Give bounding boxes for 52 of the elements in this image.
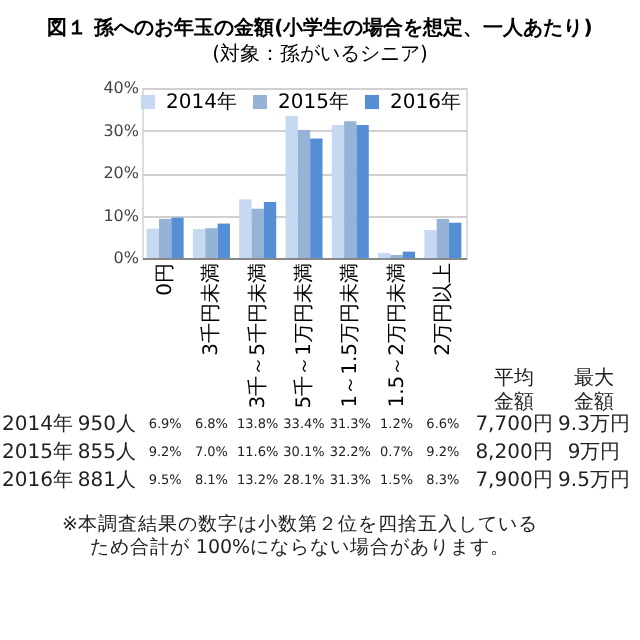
x-tick-label: 1～1.5万円未満 [338,263,363,408]
x-tick-label: 5千～1万円未満 [292,263,316,409]
bar [239,199,252,258]
bar [158,218,172,258]
text: 950人 [77,414,136,436]
x-tick-label: 2万円以上 [430,263,455,356]
text: 7,900円 [475,470,553,492]
bar [449,222,462,258]
text: 9万円 [567,442,621,464]
x-tick-label: 3千円未満 [199,263,224,356]
text: 8,200円 [475,442,553,464]
text: 855人 [77,442,136,464]
bar [146,228,159,258]
legend-label: 2016年 [390,90,461,114]
bar [251,208,264,258]
bar [436,218,450,258]
bar [424,229,437,258]
legend-label: 2015年 [278,90,349,114]
y-tick-label: 20% [103,164,140,182]
bar [205,228,218,258]
text: 7,700円 [475,414,553,436]
bar [285,116,298,258]
text: 9.5万円 [558,470,630,492]
text: ※本調査結果の数字は小数第２位を四捨五入しているため合計が 100%にならない場合があります。 [62,512,538,559]
y-tick-label: 10% [103,206,140,225]
text: 881人 [77,470,136,492]
bar [263,201,277,258]
bar [331,124,345,258]
bar [356,124,369,258]
legend-label: 2014年 [166,90,237,114]
bar [192,229,206,258]
text: 2015年 [2,442,73,464]
y-tick-label: 40% [103,79,140,97]
text: 2014年 [2,414,73,436]
y-tick-label: 0% [113,249,140,267]
text: 平均金額 [494,366,534,414]
text: 最大金額 [574,366,614,414]
bar [344,121,357,258]
bar [297,130,311,258]
x-tick-label: 3千～5千円未満 [245,263,270,409]
text: 9.3万円 [558,414,630,436]
bar [171,217,184,258]
bar [402,251,416,258]
x-tick-label: 1.5～2万円未満 [384,263,409,408]
bar [217,223,230,258]
text: 2016年 [2,470,73,492]
x-tick-label: 0円 [155,263,178,296]
y-tick-label: 30% [103,121,140,140]
bar [310,138,323,258]
chart-subtitle: (対象：孫がいるシニア) [212,42,428,66]
bar [378,252,391,258]
chart-title: 図１ 孫へのお年玉の金額(小学生の場合を想定、一人あたり) [47,16,593,40]
